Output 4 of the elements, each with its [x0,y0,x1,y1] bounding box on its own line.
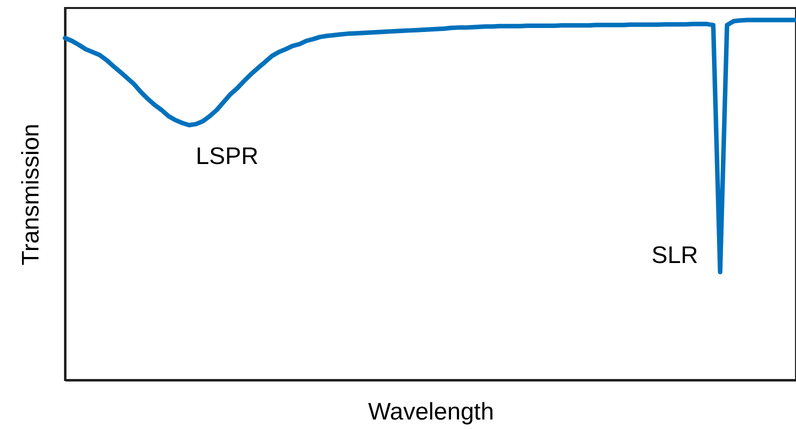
annotation: SLR [651,242,698,269]
y-axis-title: Transmission [18,124,44,266]
x-axis-title: Wavelength [368,398,494,426]
annotation: LSPR [196,143,258,170]
